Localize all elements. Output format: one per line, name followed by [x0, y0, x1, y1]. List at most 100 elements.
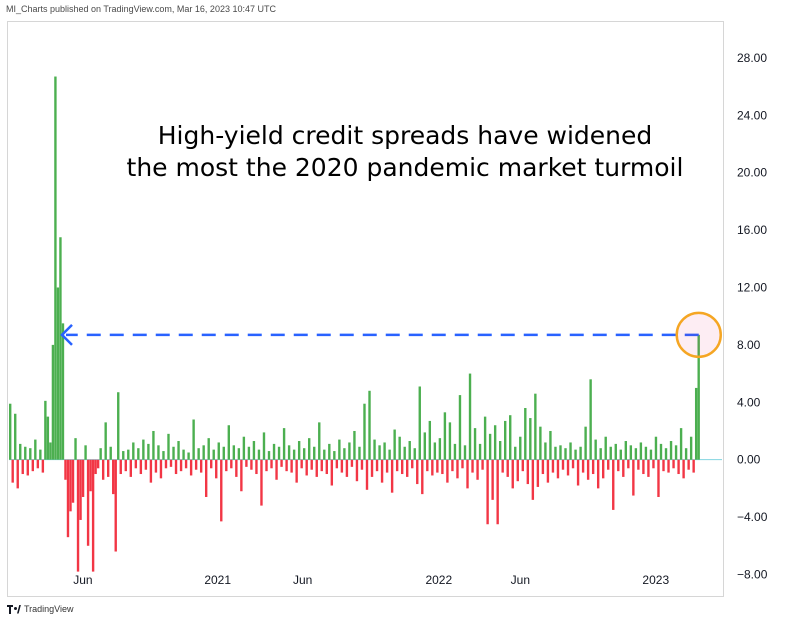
bar — [599, 448, 602, 460]
bar — [385, 459, 389, 473]
y-tick-label: 12.00 — [737, 280, 767, 294]
bar — [433, 442, 437, 460]
bar — [511, 459, 514, 489]
bar — [654, 436, 658, 460]
bar — [493, 425, 497, 460]
tradingview-logo-icon — [7, 604, 21, 614]
bar — [227, 425, 230, 460]
bar — [476, 459, 479, 480]
bar — [694, 387, 698, 460]
bar — [315, 459, 318, 477]
bar — [556, 459, 560, 479]
bar — [19, 443, 22, 460]
bar — [169, 459, 173, 467]
bar — [380, 459, 384, 483]
bar — [325, 459, 328, 475]
bar — [297, 441, 301, 460]
y-tick-label: 0.00 — [737, 453, 761, 467]
bar — [260, 459, 263, 506]
bar — [217, 442, 220, 460]
bar — [84, 445, 87, 460]
bar — [612, 459, 615, 510]
bar — [584, 426, 587, 460]
bar — [11, 459, 14, 483]
bar — [94, 459, 97, 475]
bar — [320, 459, 323, 472]
bar — [124, 459, 127, 472]
bar — [348, 442, 351, 460]
bar — [591, 459, 595, 475]
bar — [682, 459, 685, 479]
bar — [64, 459, 67, 480]
bar — [411, 459, 414, 469]
x-tick-label: Jun — [293, 573, 312, 587]
y-tick-label: −4.00 — [737, 510, 768, 524]
bar — [531, 459, 535, 500]
bar — [669, 441, 673, 460]
bar — [496, 459, 499, 525]
bar — [16, 459, 19, 489]
bar — [117, 392, 120, 460]
bar — [230, 459, 233, 469]
bar — [541, 459, 545, 475]
bar — [345, 459, 349, 477]
bar — [26, 459, 29, 476]
bar — [498, 441, 502, 460]
bar — [338, 439, 341, 460]
bar — [157, 445, 160, 460]
tradingview-footer[interactable]: TradingView — [7, 604, 74, 614]
bar — [252, 441, 256, 460]
bar — [51, 344, 55, 460]
bar — [107, 459, 110, 477]
bar — [69, 459, 72, 512]
bar — [46, 416, 50, 460]
bar — [627, 459, 630, 469]
bar — [662, 459, 665, 472]
bar — [423, 432, 426, 460]
bar — [232, 445, 236, 460]
bar — [300, 459, 303, 469]
y-tick-label: 28.00 — [737, 51, 767, 65]
bar — [501, 459, 504, 473]
bar — [91, 459, 95, 572]
bar — [453, 443, 457, 460]
bar — [287, 445, 291, 460]
bar — [187, 452, 190, 460]
bar — [207, 438, 210, 460]
bar — [184, 459, 188, 469]
footer-brand: TradingView — [24, 604, 74, 614]
y-tick-label: 4.00 — [737, 395, 761, 409]
bar — [61, 323, 65, 460]
y-tick-label: 20.00 — [737, 166, 767, 180]
bar — [31, 459, 34, 472]
bar — [280, 459, 283, 467]
bar — [375, 459, 379, 472]
bar — [24, 446, 27, 460]
bar — [536, 459, 540, 487]
bar — [607, 459, 610, 470]
publisher-header: MI_Charts published on TradingView.com, … — [6, 4, 276, 14]
bar — [267, 451, 271, 460]
bar — [481, 459, 484, 470]
bar — [687, 459, 690, 470]
bar — [677, 459, 680, 475]
bar — [586, 459, 590, 480]
bar — [461, 459, 464, 469]
bar — [179, 459, 183, 472]
bar — [34, 439, 37, 460]
bar — [664, 448, 668, 460]
bar — [109, 446, 112, 460]
bar — [290, 459, 293, 473]
bar — [212, 449, 215, 460]
bar — [265, 459, 268, 472]
bar — [373, 439, 376, 460]
bar — [426, 459, 429, 472]
bar — [255, 459, 258, 475]
bar — [21, 459, 24, 475]
bar — [436, 459, 439, 473]
bar — [684, 448, 688, 460]
bar — [285, 459, 288, 472]
bar — [44, 400, 47, 460]
bar — [86, 459, 90, 546]
bar — [403, 446, 406, 460]
